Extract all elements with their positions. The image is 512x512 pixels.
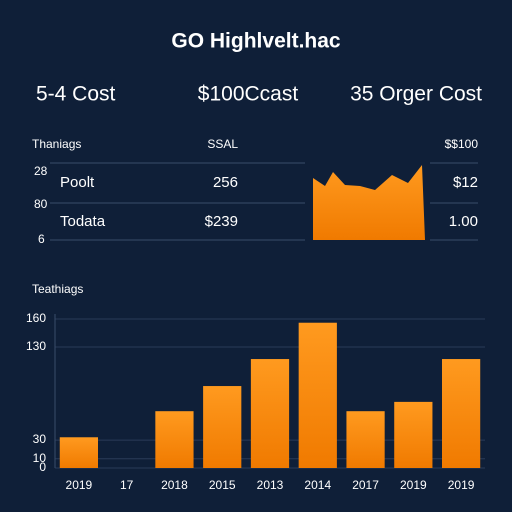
table-cell: Todata <box>60 213 106 230</box>
x-tick-label: 2013 <box>257 478 284 492</box>
side-label: 28 <box>34 164 48 178</box>
x-tick-label: 17 <box>120 478 134 492</box>
y-tick-label: 130 <box>26 339 46 353</box>
bar <box>442 359 481 468</box>
x-tick-label: 2019 <box>448 478 475 492</box>
x-tick-label: 2018 <box>161 478 188 492</box>
table-cell: $239 <box>205 213 238 230</box>
bar <box>155 411 194 468</box>
kpi: 5-4 Cost <box>36 83 116 106</box>
mini-area <box>313 165 425 240</box>
side-label: 6 <box>38 232 45 246</box>
table-cell: 256 <box>213 174 238 191</box>
table-cell: 1.00 <box>449 213 478 230</box>
table-header: Thaniags <box>32 137 81 151</box>
bar <box>394 401 433 468</box>
table-header: SSAL <box>207 137 238 151</box>
chart-title: Teathiags <box>32 282 83 296</box>
bar-chart: 010 30 130 160 2019 17 2018 2015 2013 2014 2017 201… <box>26 311 485 492</box>
table-cell: Poolt <box>60 174 95 191</box>
kpi: $100Ccast <box>198 83 299 106</box>
y-tick-label: 0 <box>39 460 46 474</box>
bar <box>59 437 98 468</box>
bar <box>250 359 290 468</box>
bar <box>346 411 385 468</box>
bar <box>203 386 242 468</box>
side-label: 80 <box>34 197 48 211</box>
table-header: $$100 <box>445 137 479 151</box>
x-tick-label: 2015 <box>209 478 236 492</box>
x-tick-label: 2014 <box>304 478 331 492</box>
x-tick-label: 2019 <box>400 478 427 492</box>
x-tick-label: 2017 <box>352 478 379 492</box>
y-tick-label: 160 <box>26 311 46 325</box>
y-tick-label: 30 <box>33 432 47 446</box>
x-tick-label: 2019 <box>66 478 93 492</box>
table-cell: $12 <box>453 174 478 191</box>
title: GO Highlvelt.hac <box>171 30 341 53</box>
kpi: 35 Orger Cost <box>350 83 482 106</box>
y-tick-label: 10 <box>33 451 47 465</box>
bar <box>298 322 337 468</box>
